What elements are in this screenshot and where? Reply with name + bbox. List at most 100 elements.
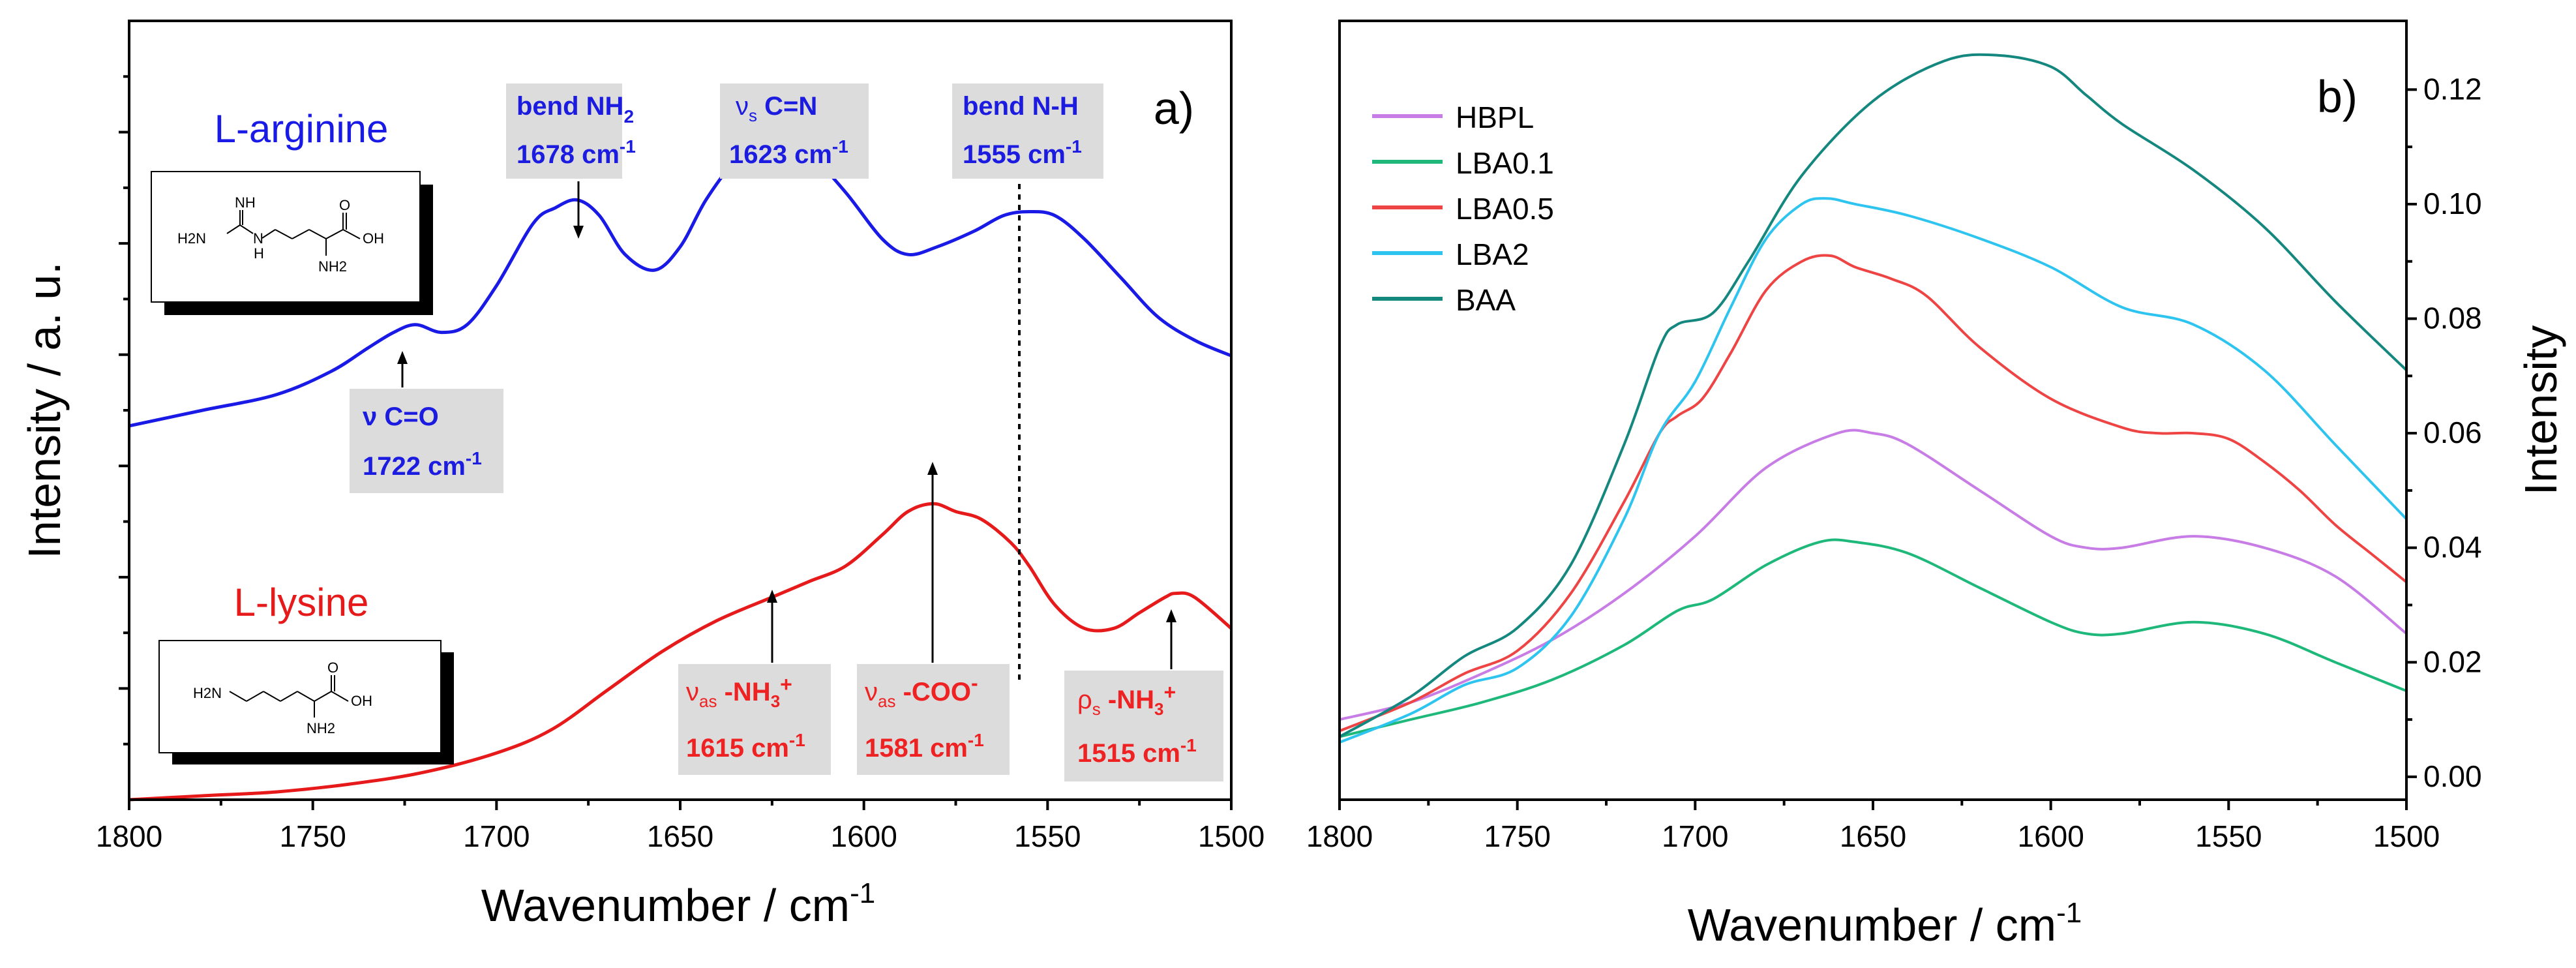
- annotation-v-co-line2-text: 1722 cm: [363, 452, 466, 481]
- annotation-vs-cn-line1-sub: s: [749, 106, 757, 125]
- legend-label-lba2: LBA2: [1456, 237, 1529, 271]
- arginine-atom-n: N: [253, 230, 263, 247]
- panel-b-series-lba0-1: [1339, 538, 2407, 738]
- panel-b-y-tick-label: 0.06: [2423, 416, 2482, 449]
- annotation-vas-nh3-line2: 1615 cm-1: [686, 730, 805, 763]
- annotation-bend-nh2-arrowhead: [573, 226, 584, 239]
- arginine-structure: NH H2N N H O OH NH2: [151, 171, 433, 315]
- panel-a-x-ticks: 1800 1750 1700 1650 1600 1550 1500: [96, 800, 1265, 853]
- panel-b-x-tick-label: 1700: [1662, 819, 1728, 853]
- panel-a-x-tick-label: 1550: [1014, 819, 1081, 853]
- annotation-vs-cn-line1-text: C=N: [757, 92, 817, 121]
- panel-a-y-ticks: [119, 75, 129, 746]
- panel-a-x-tick-label: 1750: [279, 819, 346, 853]
- annotation-vs-cn-box: [720, 83, 869, 179]
- annotation-vas-nh3-line2-text: 1615 cm: [686, 734, 789, 763]
- annotation-bend-nh2-line2-sup: -1: [620, 136, 636, 157]
- panel-a-x-tick-label: 1600: [830, 819, 897, 853]
- panel-a-x-tick-label: 1650: [647, 819, 713, 853]
- panel-a-x-tick-label: 1800: [96, 819, 162, 853]
- label-l-arginine: L-arginine: [215, 107, 389, 151]
- panel-b-x-tick-label: 1800: [1306, 819, 1373, 853]
- annotation-vs-cn-line2: 1623 cm-1: [729, 136, 848, 169]
- panel-b-x-tick-label: 1650: [1840, 819, 1906, 853]
- annotation-v-co-box: [350, 389, 503, 493]
- annotation-vas-nh3: νas -NH3+ 1615 cm-1: [678, 590, 831, 775]
- annotation-rhos-nh3-line1: ρs -NH3+: [1077, 680, 1176, 719]
- lysine-atom-nh2: NH2: [307, 720, 335, 736]
- panel-b-xlabel: Wavenumber / cm-1: [1688, 897, 2082, 950]
- panel-a-xlabel: Wavenumber / cm-1: [481, 877, 875, 931]
- annotation-bend-nh-line2: 1555 cm-1: [963, 136, 1082, 169]
- annotation-vas-coo-line1-sup: -: [971, 671, 978, 695]
- panel-b-y-tick-label: 0.04: [2423, 530, 2482, 564]
- annotation-bend-nh-line1: bend N-H: [963, 92, 1079, 121]
- panel-b-label: b): [2317, 71, 2358, 122]
- lysine-atom-o: O: [327, 659, 338, 676]
- annotation-rhos-nh3-line1-pre: ρ: [1077, 686, 1092, 714]
- annotation-vs-cn-line1: νs C=N: [736, 92, 817, 125]
- panel-b-y-tick-label: 0.10: [2423, 187, 2482, 220]
- annotation-vs-cn: νs C=N 1623 cm-1: [720, 83, 869, 179]
- annotation-bend-nh-box: [952, 83, 1103, 179]
- annotation-vas-nh3-arrowhead: [767, 590, 777, 603]
- annotation-vas-coo: νas -COO- 1581 cm-1: [857, 462, 1010, 775]
- annotation-rhos-nh3-line2-sup: -1: [1180, 735, 1197, 755]
- lysine-atom-oh: OH: [351, 693, 372, 709]
- lysine-structure: H2N O OH NH2: [158, 640, 454, 764]
- panel-a-series-l-arginine: [128, 139, 1232, 428]
- annotation-vs-cn-line1-pre: ν: [736, 92, 749, 121]
- panel-b-series: [1339, 53, 2408, 744]
- annotation-rhos-nh3-line1-sub2: 3: [1154, 699, 1163, 719]
- annotation-vas-nh3-line1-text: -NH: [717, 678, 770, 706]
- legend-label-baa: BAA: [1456, 283, 1516, 317]
- annotation-vas-coo-line1-text: -COO: [895, 678, 971, 706]
- annotation-rhos-nh3-line1-text: -NH: [1101, 686, 1154, 714]
- annotation-rhos-nh3-box: [1064, 671, 1223, 781]
- panel-b-series-hbpl: [1339, 429, 2408, 721]
- annotation-vas-coo-line1-pre: ν: [865, 678, 878, 706]
- panel-b-xlabel-main: Wavenumber / cm: [1688, 900, 2056, 950]
- annotation-vs-cn-line2-text: 1623 cm: [729, 140, 832, 169]
- annotation-vas-nh3-line1-sup: +: [780, 673, 792, 696]
- annotation-rhos-nh3: ρs -NH3+ 1515 cm-1: [1064, 609, 1223, 781]
- arginine-atom-o: O: [339, 197, 350, 213]
- annotation-vs-cn-line2-sup: -1: [832, 136, 848, 157]
- panel-b-x-ticks: 1800 1750 1700 1650 1600 1550 1500: [1306, 800, 2440, 853]
- annotation-vas-coo-box: [857, 664, 1010, 775]
- arginine-atom-h: H: [254, 245, 264, 262]
- panel-b-series-lba2: [1339, 197, 2408, 744]
- annotation-vas-nh3-line1-sub2: 3: [771, 691, 780, 711]
- annotation-bend-nh2-line1: bend NH2: [517, 92, 634, 127]
- panel-b-y-tick-label: 0.02: [2423, 644, 2482, 678]
- panel-b-x-tick-label: 1550: [2195, 819, 2262, 853]
- panel-b-y-tick-label: 0.12: [2423, 72, 2482, 106]
- annotation-vas-coo-line2-sup: -1: [968, 730, 984, 750]
- annotation-vas-coo-line2-text: 1581 cm: [865, 734, 968, 763]
- annotation-bend-nh2-line1-text: bend NH: [517, 92, 623, 121]
- lysine-atom-h2n: H2N: [193, 685, 222, 701]
- panel-a-x-tick-label: 1700: [463, 819, 530, 853]
- arginine-atom-nh2: NH2: [318, 258, 347, 275]
- panel-b-x-tick-label: 1750: [1484, 819, 1550, 853]
- arginine-structure-box: [151, 171, 421, 303]
- panel-a: 1800 1750 1700 1650 1600 1550 1500 a) Intensit…: [19, 20, 1265, 931]
- annotation-bend-nh-line2-text: 1555 cm: [963, 140, 1066, 169]
- annotation-vas-nh3-box: [678, 664, 831, 775]
- annotation-vas-coo-line2: 1581 cm-1: [865, 730, 984, 763]
- annotation-bend-nh2-line1-sub: 2: [623, 106, 634, 127]
- panel-b-ylabel: Intensity: [2515, 325, 2566, 496]
- panel-b-y-ticks: 0.00 0.02 0.04 0.06 0.08 0.10 0.12: [2406, 72, 2482, 793]
- annotation-vas-coo-line1-sub: as: [878, 691, 895, 711]
- legend-label-lba0-1: LBA0.1: [1456, 146, 1554, 180]
- annotation-v-co-line2: 1722 cm-1: [363, 448, 482, 481]
- annotation-vas-coo-arrowhead: [927, 462, 938, 475]
- lysine-structure-box: [158, 640, 442, 753]
- annotation-rhos-nh3-line2-text: 1515 cm: [1077, 739, 1180, 768]
- panel-b-y-tick-label: 0.08: [2423, 301, 2482, 335]
- annotation-vas-coo-line1: νas -COO-: [865, 671, 978, 711]
- annotation-bend-nh2: bend NH2 1678 cm-1: [506, 83, 636, 239]
- legend-label-lba0-5: LBA0.5: [1456, 192, 1554, 226]
- arginine-atom-oh: OH: [363, 230, 384, 247]
- panel-a-series: [128, 139, 1233, 802]
